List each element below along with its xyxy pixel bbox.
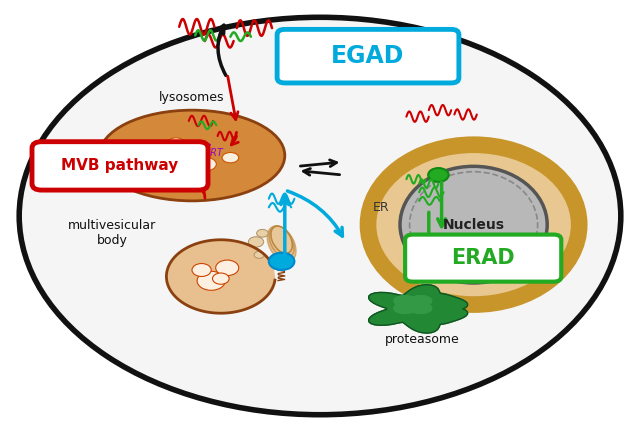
- Ellipse shape: [186, 143, 205, 155]
- Ellipse shape: [368, 145, 579, 305]
- FancyBboxPatch shape: [405, 235, 561, 282]
- Circle shape: [197, 271, 225, 290]
- Circle shape: [216, 260, 239, 276]
- Polygon shape: [369, 285, 468, 333]
- Polygon shape: [394, 295, 432, 314]
- FancyBboxPatch shape: [277, 29, 459, 83]
- Circle shape: [428, 168, 449, 182]
- Ellipse shape: [400, 166, 547, 283]
- Text: EGAD: EGAD: [332, 44, 404, 68]
- Text: Nucleus: Nucleus: [443, 218, 504, 232]
- Ellipse shape: [134, 152, 166, 172]
- Text: multivesicular
body: multivesicular body: [68, 219, 156, 247]
- Ellipse shape: [268, 226, 296, 262]
- Ellipse shape: [172, 153, 193, 166]
- Ellipse shape: [99, 110, 285, 201]
- Text: MVB pathway: MVB pathway: [61, 159, 179, 173]
- Ellipse shape: [19, 17, 621, 415]
- Circle shape: [212, 273, 229, 284]
- Text: ERAD: ERAD: [451, 248, 515, 268]
- Ellipse shape: [271, 226, 292, 254]
- Ellipse shape: [168, 138, 184, 147]
- Text: ESCRT: ESCRT: [192, 148, 224, 159]
- Ellipse shape: [193, 157, 216, 171]
- Circle shape: [257, 229, 268, 237]
- Circle shape: [254, 251, 264, 258]
- Circle shape: [269, 253, 294, 270]
- Ellipse shape: [269, 226, 294, 258]
- Text: proteasome: proteasome: [385, 333, 460, 346]
- Ellipse shape: [222, 152, 239, 163]
- Polygon shape: [166, 240, 275, 313]
- FancyBboxPatch shape: [32, 142, 208, 190]
- Ellipse shape: [154, 141, 179, 157]
- Text: lysosomes: lysosomes: [159, 91, 225, 104]
- Circle shape: [248, 237, 264, 247]
- Text: ER: ER: [372, 201, 389, 214]
- Circle shape: [192, 264, 211, 276]
